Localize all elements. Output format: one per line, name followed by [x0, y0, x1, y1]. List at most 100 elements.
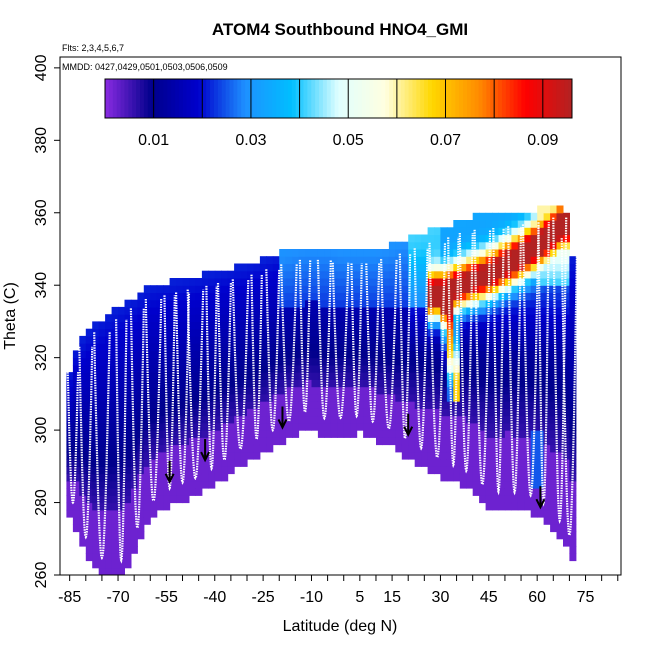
heatmap-cell [550, 459, 558, 467]
heatmap-cell [395, 430, 403, 438]
heatmap-cell [317, 401, 325, 409]
heatmap-cell [253, 357, 261, 366]
colorbar-segment [225, 79, 231, 118]
heatmap-cell [124, 422, 132, 431]
heatmap-cell [511, 234, 519, 243]
heatmap-cell [511, 278, 519, 286]
heatmap-cell [214, 422, 222, 431]
heatmap-cell [150, 328, 158, 337]
heatmap-cell [208, 393, 216, 402]
heatmap-cell [324, 401, 332, 409]
heatmap-cell [189, 473, 196, 482]
heatmap-cell [337, 299, 345, 308]
heatmap-cell [485, 256, 493, 264]
heatmap-cell [401, 343, 409, 351]
heatmap-cell [118, 495, 125, 504]
heatmap-cell [118, 546, 125, 554]
heatmap-cell [569, 502, 577, 511]
heatmap-cell [434, 357, 441, 366]
heatmap-cell [124, 328, 132, 337]
heatmap-cell [324, 249, 332, 257]
heatmap-cell [453, 386, 461, 395]
heatmap-cell [350, 422, 358, 431]
heatmap-cell [459, 480, 467, 489]
heatmap-cell [472, 480, 480, 489]
heatmap-cell [563, 212, 570, 221]
heatmap-cell [376, 364, 383, 373]
heatmap-cell [285, 401, 293, 409]
heatmap-cell [498, 437, 506, 446]
heatmap-cell [311, 314, 319, 322]
heatmap-cell [550, 473, 558, 482]
heatmap-cell [221, 343, 229, 351]
heatmap-cell [537, 241, 545, 250]
heatmap-cell [214, 437, 222, 446]
heatmap-cell [72, 480, 80, 489]
heatmap-cell [459, 335, 467, 344]
dates-note: MMDD: 0427,0429,0501,0503,0506,0509 [62, 62, 228, 72]
colorbar-label: 0.07 [430, 132, 461, 149]
heatmap-cell [169, 314, 177, 322]
heatmap-cell [253, 364, 261, 373]
heatmap-cell [259, 437, 267, 446]
heatmap-cell [189, 328, 196, 337]
heatmap-cell [176, 379, 184, 388]
heatmap-cell [79, 422, 87, 431]
heatmap-cell [298, 350, 306, 359]
heatmap-cell [156, 314, 164, 322]
heatmap-cell [169, 299, 177, 308]
heatmap-cell [517, 430, 525, 438]
colorbar-segment [182, 79, 188, 118]
heatmap-cell [343, 299, 351, 308]
y-tick-label: 320 [33, 344, 50, 371]
heatmap-cell [189, 437, 196, 446]
heatmap-cell [517, 335, 525, 344]
heatmap-cell [111, 437, 119, 446]
heatmap-cell [369, 335, 377, 344]
colorbar-segment [474, 79, 480, 118]
heatmap-cell [550, 386, 558, 395]
heatmap-cell [324, 408, 332, 417]
flight-track [458, 232, 474, 474]
heatmap-cell [72, 379, 80, 388]
heatmap-cell [279, 343, 287, 351]
heatmap-cell [414, 401, 422, 409]
heatmap-cell [72, 386, 80, 395]
heatmap-cell [221, 372, 229, 380]
flight-track [413, 248, 429, 451]
heatmap-cell [363, 408, 371, 417]
heatmap-cell [453, 263, 461, 272]
heatmap-cell [459, 408, 467, 417]
heatmap-cell [92, 560, 100, 569]
heatmap-cell [163, 459, 171, 467]
heatmap-cell [118, 343, 125, 351]
heatmap-cell [124, 364, 132, 373]
heatmap-cell [492, 473, 499, 482]
heatmap-cell [466, 473, 474, 482]
heatmap-cell [395, 415, 403, 424]
heatmap-cell [259, 263, 267, 272]
heatmap-cell [240, 451, 248, 460]
heatmap-cell [150, 343, 158, 351]
heatmap-cell [446, 256, 454, 264]
heatmap-cell [408, 430, 416, 438]
heatmap-cell [66, 372, 74, 380]
heatmap-cell [234, 278, 242, 286]
heatmap-cell [459, 249, 467, 257]
heatmap-cell [330, 422, 338, 431]
heatmap-cell [253, 415, 261, 424]
heatmap-cell [176, 350, 184, 359]
heatmap-cell [266, 299, 274, 308]
heatmap-cell [498, 480, 506, 489]
heatmap-cell [530, 241, 538, 250]
heatmap-cell [524, 437, 532, 446]
heatmap-cell [485, 212, 493, 221]
colorbar-segment [303, 79, 308, 118]
heatmap-cell [72, 430, 80, 438]
heatmap-cell [234, 263, 242, 272]
heatmap-cell [98, 466, 106, 475]
heatmap-cell [421, 444, 429, 453]
heatmap-cell [369, 401, 377, 409]
heatmap-cell [118, 372, 125, 380]
heatmap-cell [214, 408, 222, 417]
